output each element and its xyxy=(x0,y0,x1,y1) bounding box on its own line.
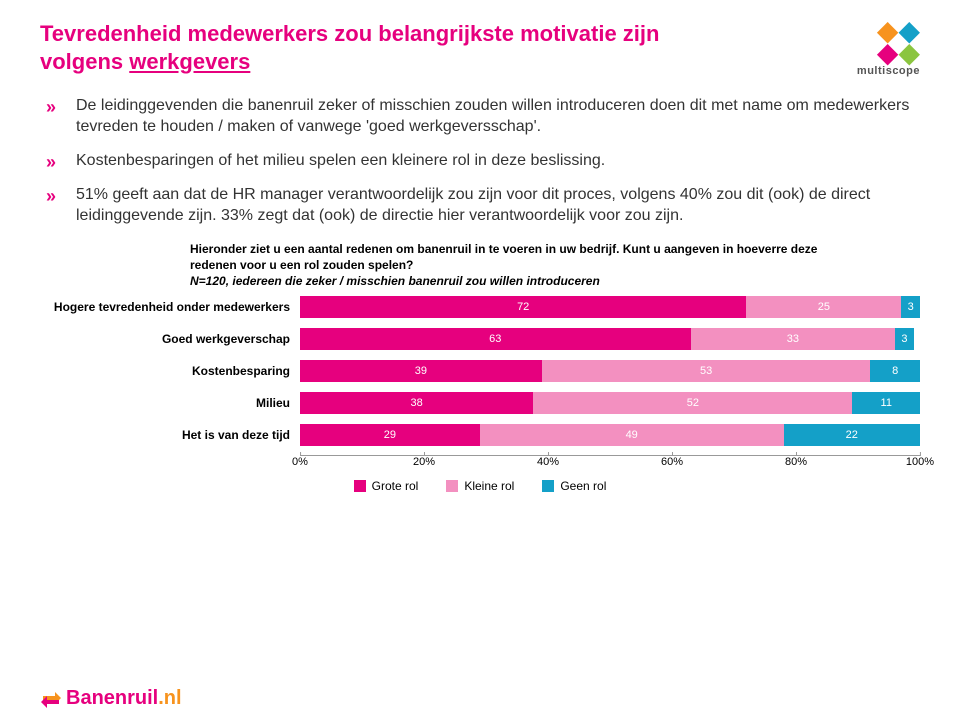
bullet-list: De leidinggevenden die banenruil zeker o… xyxy=(46,95,920,227)
chart-segment: 8 xyxy=(870,360,920,382)
chart-segment: 63 xyxy=(300,328,691,350)
chart-segment: 33 xyxy=(691,328,896,350)
chart-segment: 3 xyxy=(895,328,914,350)
chart-row-label: Hogere tevredenheid onder medewerkers xyxy=(40,300,300,314)
chart-segment: 72 xyxy=(300,296,746,318)
chart-row-label: Goed werkgeverschap xyxy=(40,332,300,346)
axis-tick: 100% xyxy=(906,456,934,468)
chart-row: Milieu385211 xyxy=(40,391,920,415)
chart-segment: 39 xyxy=(300,360,542,382)
chart-segment: 49 xyxy=(480,424,784,446)
chart-segment: 52 xyxy=(533,392,852,414)
title-line1: Tevredenheid medewerkers zou belangrijks… xyxy=(40,21,659,46)
chart-row: Hogere tevredenheid onder medewerkers722… xyxy=(40,295,920,319)
axis-tick: 80% xyxy=(785,456,807,468)
legend-swatch xyxy=(354,480,366,492)
bullet-3: 51% geeft aan dat de HR manager verantwo… xyxy=(66,184,920,227)
header: Tevredenheid medewerkers zou belangrijks… xyxy=(40,20,920,77)
axis-tick: 60% xyxy=(661,456,683,468)
chart-bar: 39538 xyxy=(300,360,920,382)
swap-icon xyxy=(40,688,62,710)
chart-segment: 22 xyxy=(784,424,920,446)
chart-bar: 385211 xyxy=(300,392,920,414)
chart-legend: Grote rol Kleine rol Geen rol xyxy=(40,479,920,493)
stacked-bar-chart: Hogere tevredenheid onder medewerkers722… xyxy=(40,295,920,473)
chart-row: Goed werkgeverschap63333 xyxy=(40,327,920,351)
banenruil-logo: Banenruil.nl xyxy=(40,687,182,710)
chart-row-label: Kostenbesparing xyxy=(40,364,300,378)
page-title: Tevredenheid medewerkers zou belangrijks… xyxy=(40,20,659,75)
chart-row-label: Milieu xyxy=(40,396,300,410)
chart-bar: 72253 xyxy=(300,296,920,318)
chart-segment: 29 xyxy=(300,424,480,446)
chart-segment: 38 xyxy=(300,392,533,414)
chart-bar: 63333 xyxy=(300,328,920,350)
chart-q-line2: N=120, iedereen die zeker / misschien ba… xyxy=(190,274,600,288)
chart-segment: 25 xyxy=(746,296,901,318)
chart-x-axis: 0%20%40%60%80%100% xyxy=(300,455,920,473)
legend-label: Geen rol xyxy=(560,479,606,493)
legend-label: Grote rol xyxy=(372,479,419,493)
chart-q-line1: Hieronder ziet u een aantal redenen om b… xyxy=(190,242,817,272)
chart-row-label: Het is van deze tijd xyxy=(40,428,300,442)
bullet-1: De leidinggevenden die banenruil zeker o… xyxy=(66,95,920,138)
banenruil-text: Banenruil xyxy=(66,687,158,709)
bullet-2: Kostenbesparingen of het milieu spelen e… xyxy=(66,150,920,172)
legend-label: Kleine rol xyxy=(464,479,514,493)
chart-question: Hieronder ziet u een aantal redenen om b… xyxy=(190,241,830,290)
multiscope-label: multiscope xyxy=(857,65,920,77)
chart-segment: 11 xyxy=(852,392,920,414)
chart-row: Kostenbesparing39538 xyxy=(40,359,920,383)
multiscope-logo: ◆◆ ◆◆ multiscope xyxy=(857,20,920,77)
legend-item: Grote rol xyxy=(354,479,419,493)
banenruil-suffix: .nl xyxy=(158,687,181,709)
legend-swatch xyxy=(446,480,458,492)
chart-segment: 3 xyxy=(901,296,920,318)
chart-segment: 53 xyxy=(542,360,871,382)
chart-bar: 294922 xyxy=(300,424,920,446)
chart-row: Het is van deze tijd294922 xyxy=(40,423,920,447)
axis-tick: 0% xyxy=(292,456,308,468)
chart-axis-row: 0%20%40%60%80%100% xyxy=(40,455,920,473)
multiscope-icon: ◆◆ ◆◆ xyxy=(857,20,920,65)
axis-tick: 20% xyxy=(413,456,435,468)
title-line2-underlined: werkgevers xyxy=(129,49,250,74)
legend-item: Kleine rol xyxy=(446,479,514,493)
legend-swatch xyxy=(542,480,554,492)
title-line2-prefix: volgens xyxy=(40,49,129,74)
legend-item: Geen rol xyxy=(542,479,606,493)
axis-tick: 40% xyxy=(537,456,559,468)
